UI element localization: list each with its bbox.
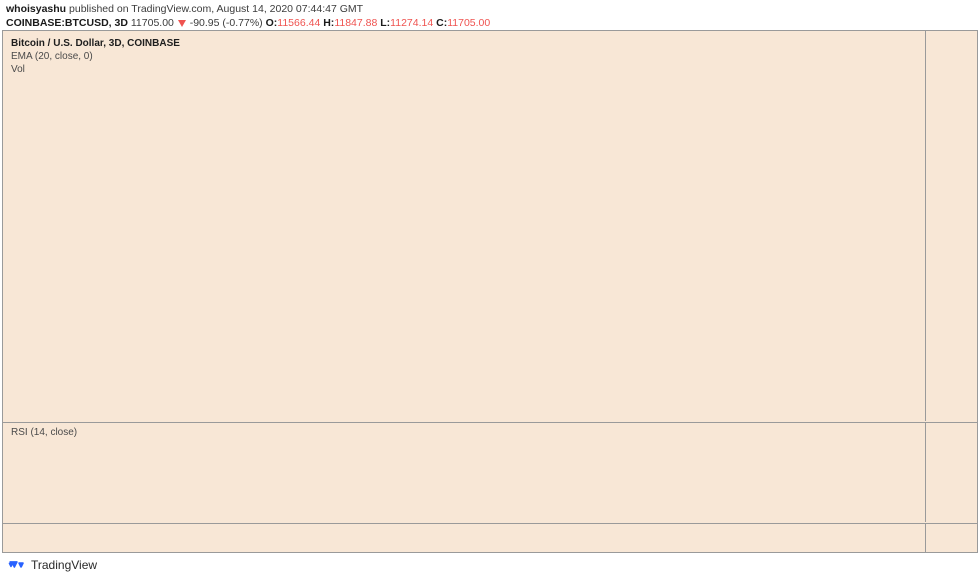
tradingview-logo-icon [8, 561, 24, 568]
low-label: L: [380, 17, 391, 29]
published-date: August 14, 2020 07:44:47 GMT [216, 3, 364, 15]
rsi-pane[interactable]: RSI (14, close) [3, 422, 977, 522]
time-axis-labels [3, 524, 925, 552]
header-quote-row: COINBASE:BTCUSD, 3D 11705.00 -90.95 (-0.… [6, 17, 980, 30]
triangle-down-icon [177, 20, 186, 27]
high-label: H: [323, 17, 335, 29]
chart-frame[interactable]: Bitcoin / U.S. Dollar, 3D, COINBASE EMA … [2, 30, 978, 553]
rsi-line-svg [3, 423, 925, 522]
rsi-plot-area[interactable] [3, 423, 925, 522]
chart-header: whoisyashu published on TradingView.com,… [0, 0, 980, 30]
open-value: 11566.44 [277, 17, 321, 29]
close-value: 11705.00 [447, 17, 491, 29]
rsi-legend[interactable]: RSI (14, close) [11, 427, 78, 438]
rsi-axis[interactable] [925, 423, 977, 522]
low-value: 11274.14 [390, 17, 434, 29]
price-axis[interactable] [925, 31, 977, 421]
close-label: C: [436, 17, 448, 29]
price-candles-svg [3, 31, 925, 421]
high-value: 11847.88 [334, 17, 378, 29]
header-attribution-row: whoisyashu published on TradingView.com,… [6, 3, 980, 16]
time-axis-corner [925, 524, 977, 552]
published-prefix: published on TradingView.com, [69, 3, 215, 15]
price-pane[interactable]: Bitcoin / U.S. Dollar, 3D, COINBASE EMA … [3, 31, 977, 421]
footer-brand-text: TradingView [31, 557, 98, 572]
symbol-label[interactable]: COINBASE:BTCUSD, 3D [6, 17, 128, 29]
price-plot-area[interactable] [3, 31, 925, 421]
open-label: O: [265, 17, 278, 29]
footer-branding: TradingView [8, 556, 97, 573]
change-percent: (-0.77%) [222, 17, 263, 29]
author-name: whoisyashu [6, 3, 67, 15]
last-price: 11705.00 [130, 17, 174, 29]
change-absolute: -90.95 [189, 17, 220, 29]
time-axis[interactable] [3, 523, 977, 552]
